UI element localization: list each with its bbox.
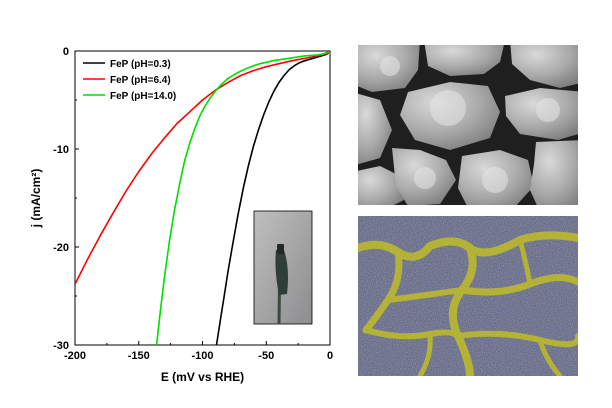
sem-highlights <box>380 56 560 193</box>
x-tick-label: 0 <box>327 350 333 362</box>
x-axis-ticks: -200 -150 -100 -50 0 <box>64 341 333 362</box>
x-tick-label: -200 <box>64 350 86 362</box>
legend-entry: FeP (pH=6.4) <box>110 75 171 86</box>
series-line-3 <box>155 51 329 345</box>
polarization-plot: -200 -150 -100 -50 0 -30-20-100 FeP (pH=0.3)… <box>29 46 333 384</box>
eds-elemental-map <box>358 216 578 376</box>
y-tick-label: -10 <box>53 144 69 156</box>
y-tick-label: 0 <box>63 46 69 58</box>
legend-entry: FeP (pH=0.3) <box>110 59 171 70</box>
x-tick-label: -100 <box>191 350 213 362</box>
x-axis-label: E (mV vs RHE) <box>161 370 244 384</box>
legend: FeP (pH=0.3) FeP (pH=6.4) FeP (pH=14.0) <box>83 59 176 102</box>
y-tick-label: -20 <box>53 242 69 254</box>
curve-group <box>75 51 330 345</box>
series-line-1 <box>215 52 330 345</box>
inset-electrode-photo <box>253 210 313 325</box>
x-tick-label: -150 <box>128 350 150 362</box>
x-tick-label: -50 <box>258 350 274 362</box>
legend-entry: FeP (pH=14.0) <box>110 91 176 102</box>
series-line-2 <box>75 52 329 285</box>
y-axis-ticks: -30 -20 -10 0 <box>53 46 79 352</box>
y-axis-label: j (mA/cm²) <box>29 169 43 229</box>
sem-micrograph <box>358 45 578 205</box>
y-tick-label: -30 <box>53 340 69 352</box>
